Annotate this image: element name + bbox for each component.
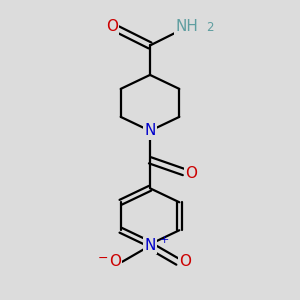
Text: O: O	[106, 19, 118, 34]
Text: O: O	[179, 254, 191, 269]
Text: N: N	[144, 238, 156, 253]
Text: O: O	[185, 166, 197, 181]
Text: +: +	[159, 236, 169, 245]
Text: −: −	[98, 252, 108, 265]
Text: 2: 2	[207, 21, 214, 34]
Text: N: N	[144, 123, 156, 138]
Text: NH: NH	[176, 19, 198, 34]
Text: O: O	[109, 254, 121, 269]
